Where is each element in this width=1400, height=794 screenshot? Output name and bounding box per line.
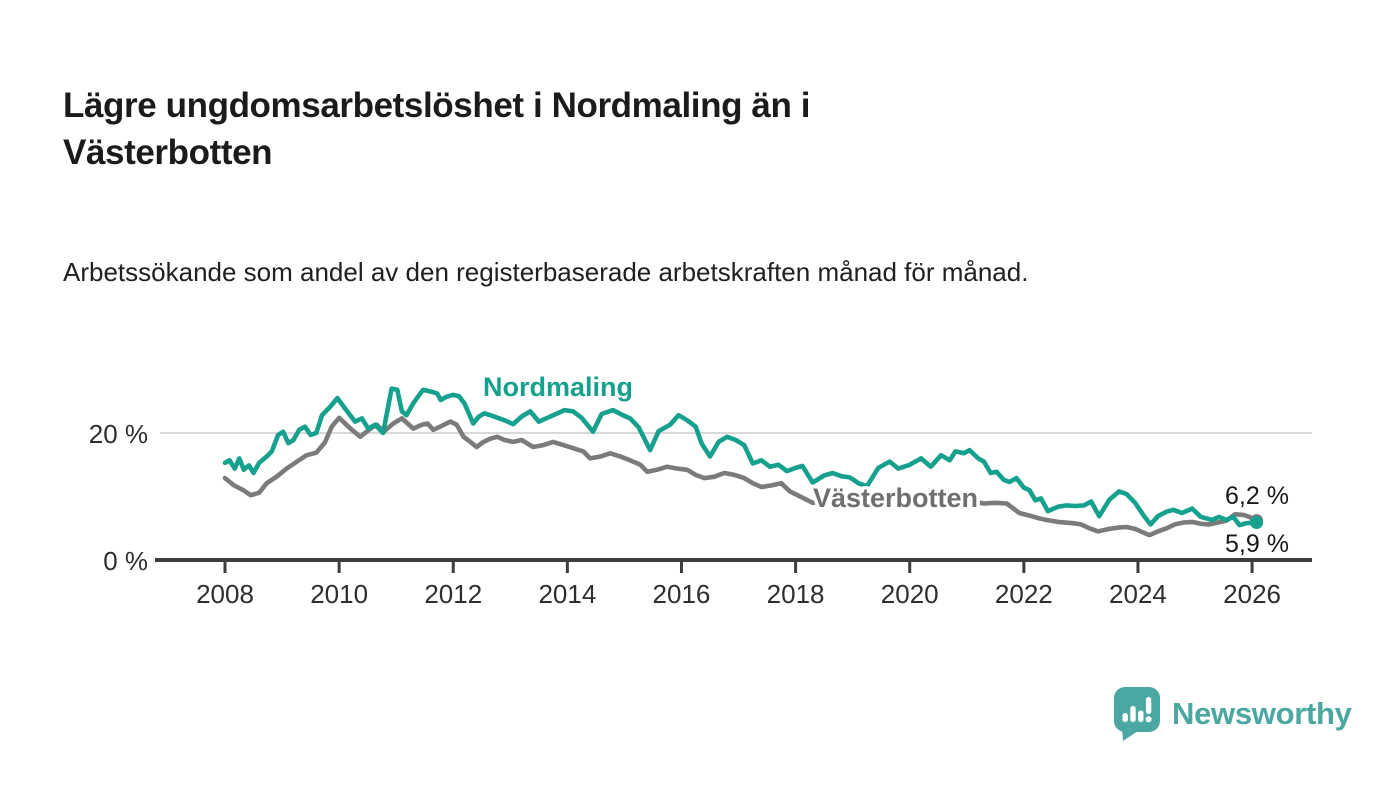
x-tick-label: 2018 (767, 579, 825, 609)
x-tick-label: 2022 (995, 579, 1053, 609)
brand-name: Newsworthy (1172, 696, 1352, 731)
line-chart: 20 % 0 % 2008 2010 2012 2014 2016 2018 2020 2022 2… (0, 340, 1400, 650)
page-subtitle: Arbetssökande som andel av den registerb… (63, 257, 1029, 287)
x-tick-label: 2008 (196, 579, 254, 609)
x-tick-label: 2020 (881, 579, 939, 609)
y-tick-label: 0 % (103, 546, 148, 576)
chart-svg: 20 % 0 % 2008 2010 2012 2014 2016 2018 2020 2022 2… (89, 369, 1312, 609)
series-label-v-sterbotten: Västerbotten (813, 483, 978, 513)
series-end-dot-nordmaling (1250, 516, 1264, 529)
x-tick-label: 2024 (1109, 579, 1167, 609)
x-tick-label: 2012 (424, 579, 482, 609)
page-title: Lägre ungdomsarbetslöshet i Nordmaling ä… (63, 86, 811, 172)
series-label-nordmaling: Nordmaling (483, 372, 633, 402)
brand-logo: Newsworthy (1113, 686, 1352, 742)
series-line-nordmaling (222, 386, 1259, 528)
x-tick-label: 2016 (653, 579, 711, 609)
newsworthy-bubble-chart-icon (1113, 686, 1161, 742)
end-value-label-v-sterbotten: 6,2 % (1225, 482, 1289, 510)
end-value-label-nordmaling: 5,9 % (1225, 530, 1289, 558)
y-tick-label: 20 % (89, 419, 148, 449)
x-tick-label: 2014 (538, 579, 596, 609)
series-line-v-sterbotten (222, 415, 1259, 538)
x-tick-label: 2026 (1223, 579, 1281, 609)
x-tick-label: 2010 (310, 579, 368, 609)
